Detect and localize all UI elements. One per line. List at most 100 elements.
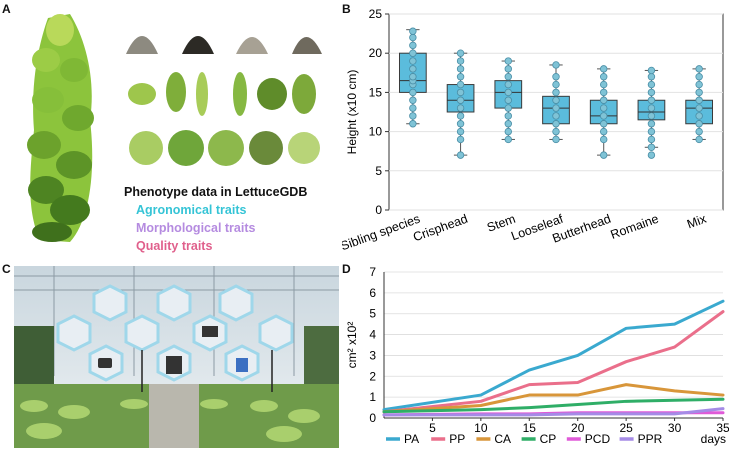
- data-point: [456, 112, 465, 120]
- legend-label: PA: [404, 432, 419, 446]
- data-point: [456, 127, 465, 136]
- series-line-pa: [382, 299, 725, 412]
- y-axis-label: Height (x10 cm): [345, 70, 359, 155]
- data-point: [552, 80, 560, 89]
- y-tick-label: 5: [375, 164, 382, 178]
- panel-label-b: B: [342, 2, 351, 16]
- data-point: [600, 104, 608, 112]
- x-tick-label: 25: [619, 421, 633, 435]
- data-point: [456, 73, 465, 81]
- data-point: [600, 96, 608, 104]
- data-point: [409, 27, 417, 35]
- height-boxplot: 0 5 10 15 20 25 Height (x10 cm) Sibling species…: [342, 7, 724, 253]
- data-point: [695, 104, 703, 112]
- y-tick-label: 3: [369, 348, 376, 362]
- data-point: [409, 73, 417, 81]
- y-tick-label: 6: [369, 286, 376, 300]
- data-point: [695, 112, 703, 120]
- data-point: [600, 88, 608, 97]
- lettuce-plant-image: [27, 14, 94, 242]
- data-point: [552, 127, 560, 136]
- data-point: [552, 96, 560, 104]
- leaf-images: [128, 72, 316, 116]
- data-point: [600, 73, 608, 81]
- y-tick-label: 7: [369, 265, 376, 279]
- data-point: [600, 120, 608, 128]
- data-point: [647, 104, 656, 112]
- y-tick-label: 10: [369, 125, 383, 139]
- data-point: [504, 96, 512, 104]
- y-tick-label: 2: [369, 369, 376, 383]
- phenotype-legend: Phenotype data in LettuceGDB Agronomical…: [124, 183, 307, 255]
- data-point: [647, 143, 656, 151]
- data-point: [600, 65, 608, 73]
- legend-label: CA: [494, 432, 511, 446]
- data-point: [504, 135, 512, 144]
- data-point: [695, 120, 703, 128]
- data-point: [552, 120, 560, 128]
- x-tick-label: 15: [523, 421, 537, 435]
- panel-label-d: D: [342, 262, 351, 276]
- panel-label-c: C: [2, 262, 11, 276]
- greenhouse-photo: [14, 266, 339, 448]
- data-point: [409, 65, 417, 73]
- x-tick-label: 20: [571, 421, 585, 435]
- trait-morphological: Morphological traits: [136, 221, 256, 235]
- data-point: [552, 104, 560, 112]
- data-point: [456, 80, 465, 89]
- data-point: [695, 96, 703, 104]
- panel-a-illustration: [27, 14, 322, 242]
- legend-label: CP: [540, 432, 557, 446]
- area-linechart: 0 1 2 3 4 5 6 7 5 10 15 20 25 30 35 cm² x10² PA PP CA CP PCD…: [345, 265, 729, 446]
- data-point: [504, 88, 512, 97]
- x-tick-label: 10: [474, 421, 488, 435]
- data-point: [552, 135, 560, 144]
- data-point: [600, 80, 608, 89]
- data-point: [456, 104, 465, 112]
- data-point: [552, 73, 560, 81]
- x-tick-label: Mix: [685, 211, 709, 231]
- y-tick-label: 0: [369, 411, 376, 425]
- x-tick-label: 5: [429, 421, 436, 435]
- y-tick-label: 5: [369, 307, 376, 321]
- data-point: [456, 49, 465, 57]
- y-tick-label: 1: [369, 390, 376, 404]
- trait-quality: Quality traits: [136, 239, 213, 253]
- data-point: [647, 127, 656, 136]
- x-tick-label: 30: [668, 421, 682, 435]
- legend-label: PCD: [585, 432, 611, 446]
- data-point: [600, 135, 608, 144]
- data-point: [647, 66, 656, 75]
- data-point: [504, 57, 512, 65]
- data-point: [695, 65, 703, 73]
- data-point: [695, 127, 703, 136]
- data-point: [600, 127, 608, 136]
- data-point: [504, 112, 512, 120]
- data-point: [552, 88, 560, 97]
- series-line-cp: [382, 397, 725, 414]
- data-point: [409, 96, 417, 104]
- legend-label: PPR: [638, 432, 663, 446]
- data-point: [456, 65, 465, 73]
- x-tick-label: 35: [716, 421, 729, 435]
- data-point: [552, 112, 560, 120]
- data-point: [600, 112, 608, 120]
- data-point: [695, 80, 703, 89]
- y-tick-label: 4: [369, 328, 376, 342]
- trait-agronomical: Agronomical traits: [136, 203, 247, 217]
- data-point: [456, 120, 465, 128]
- panel-label-a: A: [2, 2, 11, 16]
- data-point: [409, 88, 417, 97]
- data-point: [456, 151, 465, 159]
- y-tick-label: 25: [369, 7, 383, 21]
- y-tick-label: 15: [369, 85, 383, 99]
- data-point: [409, 49, 417, 57]
- seed-images: [126, 36, 322, 54]
- data-point: [456, 96, 465, 104]
- data-point: [647, 80, 656, 89]
- data-point: [504, 120, 512, 128]
- phenotype-heading: Phenotype data in LettuceGDB: [124, 185, 308, 199]
- y-axis-label: cm² x10²: [345, 322, 359, 369]
- data-point: [647, 96, 656, 104]
- data-point: [695, 135, 703, 144]
